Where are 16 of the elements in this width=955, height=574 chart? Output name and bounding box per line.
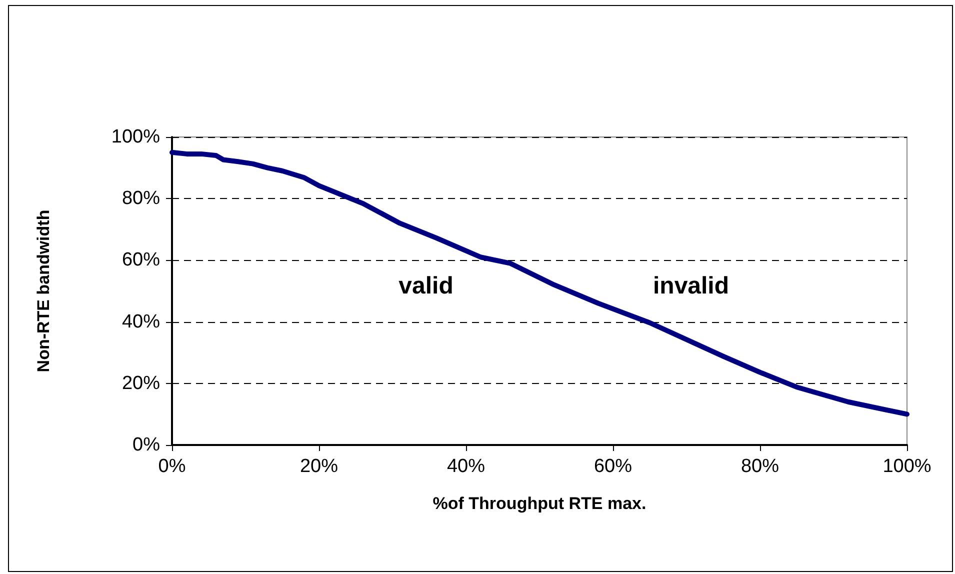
y-tick-label: 0% <box>132 434 160 456</box>
y-tick-label: 80% <box>122 188 160 210</box>
annotation: valid <box>398 272 454 300</box>
y-tick-label: 100% <box>111 126 160 148</box>
y-tick-label: 40% <box>122 311 160 332</box>
x-tick-label: 80% <box>740 456 780 477</box>
y-tick-label: 60% <box>122 250 160 271</box>
x-tick-label: 100% <box>882 456 932 477</box>
x-tick-label: 40% <box>446 456 486 477</box>
annotation: invalid <box>652 272 730 300</box>
x-tick-label: 20% <box>300 456 338 477</box>
y-tick-label: 20% <box>122 372 160 394</box>
x-tick-label: 0% <box>158 456 186 477</box>
y-axis-title: Non-RTE bandwidth <box>34 210 53 372</box>
x-tick-label: 60% <box>594 456 632 477</box>
x-axis-title: %of Throughput RTE max. <box>432 494 646 513</box>
